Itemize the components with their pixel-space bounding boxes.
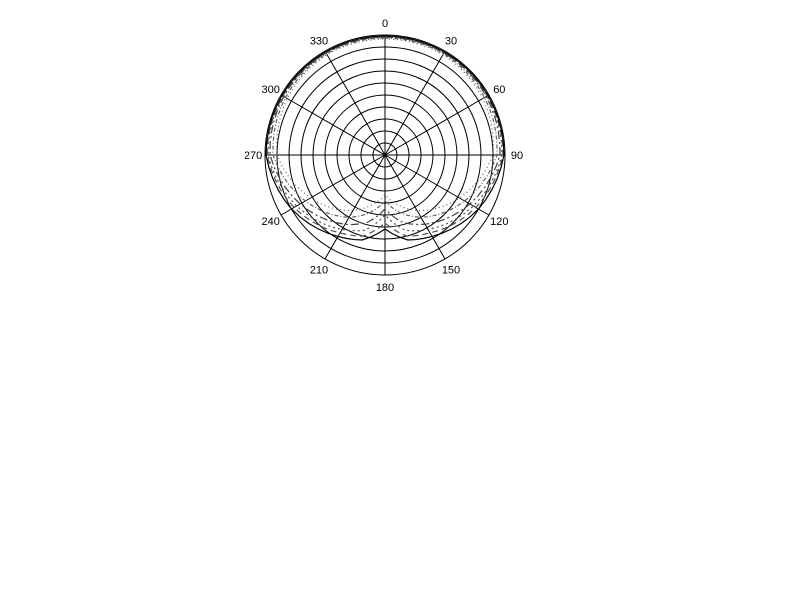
svg-text:120: 120 bbox=[490, 216, 508, 228]
svg-text:180: 180 bbox=[376, 282, 394, 294]
svg-text:90: 90 bbox=[511, 150, 523, 162]
svg-text:330: 330 bbox=[310, 36, 328, 48]
polar-svg: 0 30 60 90 120 150 180 210 240 270 300 330 bbox=[245, 15, 525, 295]
polar-pattern-chart: 0 30 60 90 120 150 180 210 240 270 300 330 bbox=[245, 15, 525, 295]
svg-text:150: 150 bbox=[442, 264, 460, 276]
svg-text:60: 60 bbox=[493, 84, 505, 96]
frequency-response-chart bbox=[35, 305, 655, 580]
freq-svg bbox=[35, 305, 655, 580]
svg-text:0: 0 bbox=[382, 18, 388, 30]
svg-text:270: 270 bbox=[245, 150, 262, 162]
svg-text:210: 210 bbox=[310, 264, 328, 276]
svg-text:30: 30 bbox=[445, 36, 457, 48]
svg-text:300: 300 bbox=[262, 84, 280, 96]
svg-text:240: 240 bbox=[262, 216, 280, 228]
